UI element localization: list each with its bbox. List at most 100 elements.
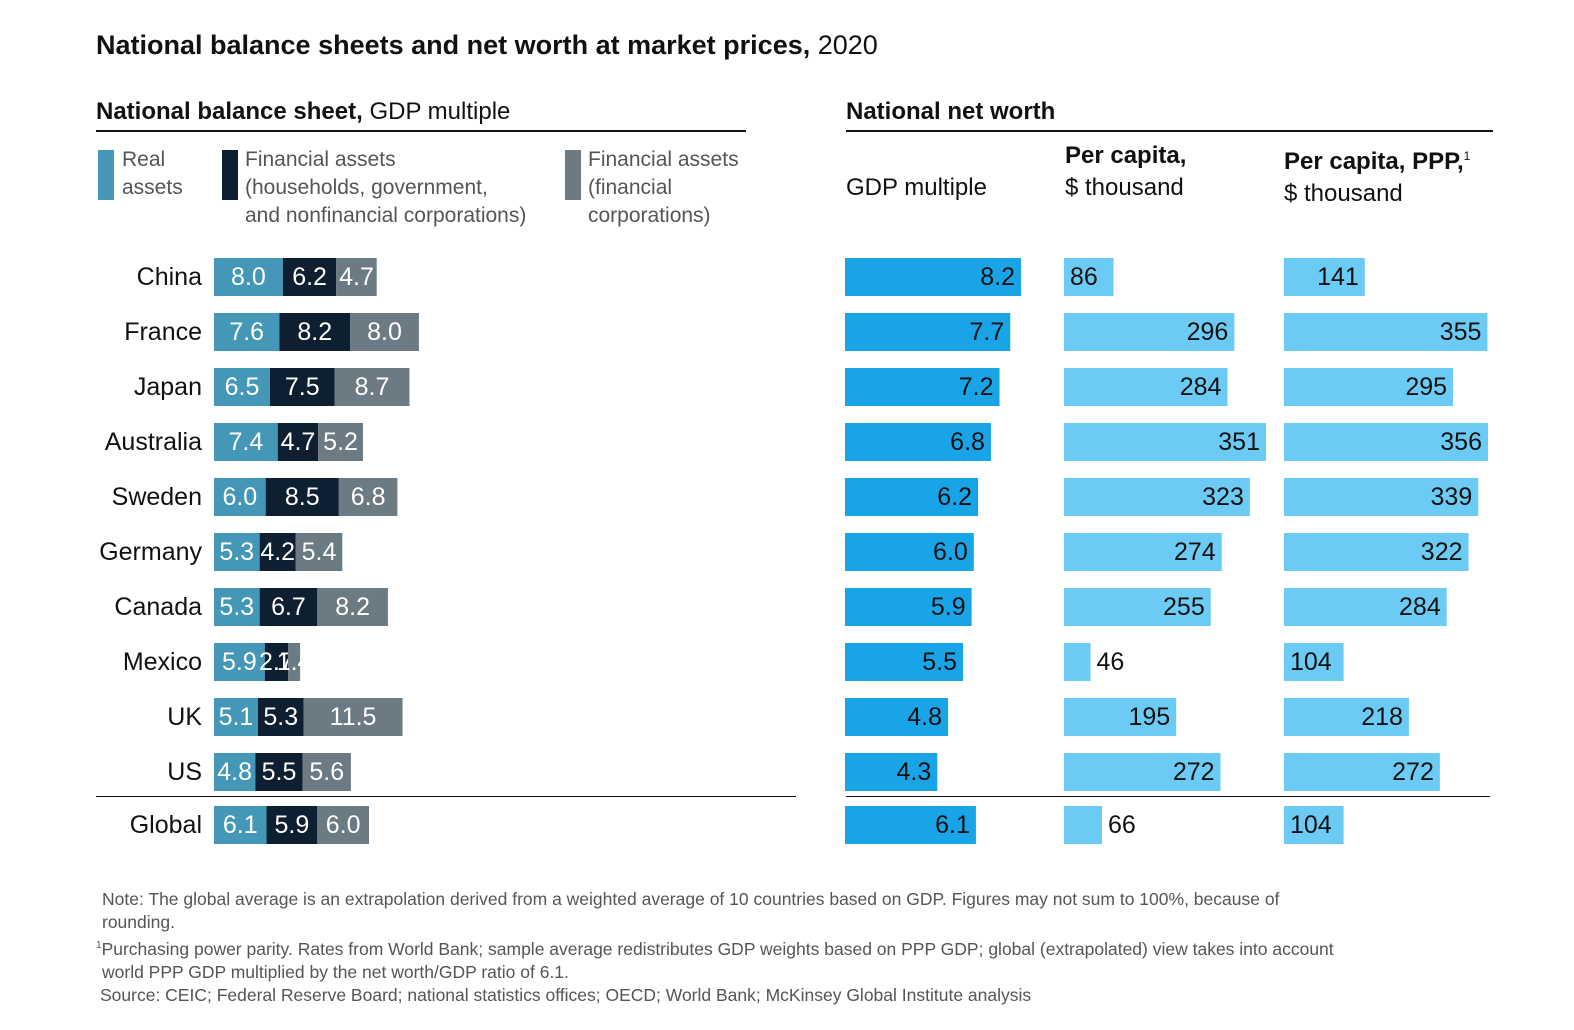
bar-mexico-series-1	[214, 643, 265, 681]
bar-per-capita-global	[1064, 806, 1102, 844]
bar-label-japan-series-2: 7.5	[285, 373, 320, 401]
bar-label-global-series-3: 6.0	[326, 811, 361, 839]
bar-china-series-1	[214, 258, 283, 296]
bar-per-capita-ppp-japan	[1284, 368, 1454, 406]
bar-label-japan-series-3: 8.7	[355, 373, 390, 401]
left-panel-heading: National balance sheet, GDP multiple	[96, 98, 510, 126]
bar-per-capita-mexico	[1064, 643, 1091, 681]
bar-global-series-1	[214, 806, 267, 844]
bar-label-gdp-multiple-france: 7.7	[970, 318, 1005, 346]
bar-label-gdp-multiple-canada: 5.9	[931, 593, 966, 621]
bar-label-gdp-multiple-germany: 6.0	[933, 538, 968, 566]
bar-label-per-capita-mexico: 46	[1096, 648, 1124, 676]
bar-gdp-multiple-japan	[845, 368, 1000, 406]
bar-label-per-capita-sweden: 323	[1202, 483, 1244, 511]
bar-label-per-capita-japan: 284	[1180, 373, 1222, 401]
bar-uk-series-1	[214, 698, 258, 736]
bar-gdp-multiple-france	[845, 313, 1011, 351]
bar-canada-series-2	[259, 588, 318, 626]
bar-label-global-series-1: 6.1	[223, 811, 258, 839]
category-label-japan: Japan	[134, 373, 202, 401]
bar-label-mexico-series-2: 2.7	[259, 648, 294, 676]
col-header-gdp-multiple: GDP multiple	[846, 174, 987, 201]
bar-australia-series-1	[214, 423, 278, 461]
note-line-1: Note: The global average is an extrapola…	[102, 889, 1280, 909]
bar-sweden-series-1	[214, 478, 266, 516]
bar-label-germany-series-3: 5.4	[302, 538, 337, 566]
category-label-global: Global	[130, 811, 202, 839]
bar-label-us-series-3: 5.6	[309, 758, 344, 786]
legend-label-real-assets: Real assets	[122, 148, 183, 199]
bar-label-gdp-multiple-uk: 4.8	[907, 703, 942, 731]
bar-gdp-multiple-us	[845, 753, 938, 791]
bar-uk-series-2	[257, 698, 304, 736]
bar-australia-series-2	[277, 423, 319, 461]
bar-per-capita-uk	[1064, 698, 1177, 736]
bar-gdp-multiple-global	[845, 806, 976, 844]
bar-per-capita-japan	[1064, 368, 1228, 406]
bar-gdp-multiple-canada	[845, 588, 972, 626]
bar-label-france-series-1: 7.6	[229, 318, 264, 346]
bar-canada-series-3	[317, 588, 388, 626]
bar-label-mexico-series-1: 5.9	[222, 648, 257, 676]
bar-label-per-capita-china: 86	[1070, 263, 1098, 291]
bar-per-capita-ppp-global	[1284, 806, 1344, 844]
legend-swatch-financial-nonfinancial	[222, 150, 238, 200]
bar-label-gdp-multiple-sweden: 6.2	[937, 483, 972, 511]
col-header-per-capita-ppp: Per capita, PPP,1 $ thousand	[1284, 148, 1471, 207]
bar-per-capita-ppp-us	[1284, 753, 1440, 791]
bar-label-australia-series-1: 7.4	[228, 428, 263, 456]
bar-france-series-3	[350, 313, 419, 351]
right-heading-rule	[846, 130, 1493, 132]
bar-gdp-multiple-australia	[845, 423, 991, 461]
legend-label-financial-corporations: Financial assets (financial corporations…	[588, 148, 739, 227]
bar-label-canada-series-3: 8.2	[335, 593, 370, 621]
bar-label-per-capita-ppp-mexico: 104	[1290, 648, 1332, 676]
bar-us-series-2	[255, 753, 303, 791]
category-label-china: China	[137, 263, 202, 291]
bar-per-capita-ppp-uk	[1284, 698, 1409, 736]
footnote-1: 1Purchasing power parity. Rates from Wor…	[96, 938, 1334, 959]
bar-per-capita-ppp-china	[1284, 258, 1365, 296]
bar-global-series-3	[317, 806, 369, 844]
bar-per-capita-ppp-germany	[1284, 533, 1469, 571]
global-separator-left	[96, 796, 796, 797]
bar-gdp-multiple-germany	[845, 533, 974, 571]
bar-australia-series-3	[318, 423, 363, 461]
bar-mexico-series-3	[288, 643, 301, 681]
bar-label-per-capita-ppp-canada: 284	[1399, 593, 1441, 621]
bar-label-per-capita-ppp-us: 272	[1392, 758, 1434, 786]
legend-label-financial-nonfinancial: Financial assets (households, government…	[245, 148, 527, 227]
bar-label-china-series-2: 6.2	[292, 263, 327, 291]
left-heading-rule	[96, 130, 746, 132]
bar-per-capita-ppp-australia	[1284, 423, 1488, 461]
bar-label-sweden-series-1: 6.0	[222, 483, 257, 511]
right-panel-heading: National net worth	[846, 98, 1056, 125]
bar-label-per-capita-ppp-australia: 356	[1440, 428, 1482, 456]
bar-per-capita-germany	[1064, 533, 1222, 571]
legend-swatch-financial-corporations	[565, 150, 581, 200]
bar-label-per-capita-ppp-global: 104	[1290, 811, 1332, 839]
bar-label-france-series-3: 8.0	[367, 318, 402, 346]
bar-japan-series-3	[334, 368, 410, 406]
chart-title: National balance sheets and net worth at…	[96, 30, 878, 61]
bar-per-capita-ppp-mexico	[1284, 643, 1344, 681]
bar-per-capita-ppp-canada	[1284, 588, 1447, 626]
bar-label-germany-series-2: 4.2	[260, 538, 295, 566]
bar-label-uk-series-3: 11.5	[330, 703, 377, 731]
bar-sweden-series-2	[265, 478, 339, 516]
bar-label-per-capita-ppp-germany: 322	[1421, 538, 1463, 566]
bar-label-per-capita-global: 66	[1108, 811, 1136, 839]
bar-label-gdp-multiple-mexico: 5.5	[922, 648, 957, 676]
bar-label-us-series-2: 5.5	[262, 758, 297, 786]
bar-china-series-3	[336, 258, 377, 296]
bar-france-series-1	[214, 313, 280, 351]
bar-label-sweden-series-3: 6.8	[351, 483, 386, 511]
bar-us-series-1	[214, 753, 256, 791]
bar-label-canada-series-2: 6.7	[271, 593, 306, 621]
legend-swatch-real-assets	[98, 150, 114, 200]
bar-label-per-capita-canada: 255	[1163, 593, 1205, 621]
left-heading-normal: GDP multiple	[369, 98, 511, 125]
bar-label-gdp-multiple-china: 8.2	[980, 263, 1015, 291]
category-label-germany: Germany	[99, 538, 202, 566]
